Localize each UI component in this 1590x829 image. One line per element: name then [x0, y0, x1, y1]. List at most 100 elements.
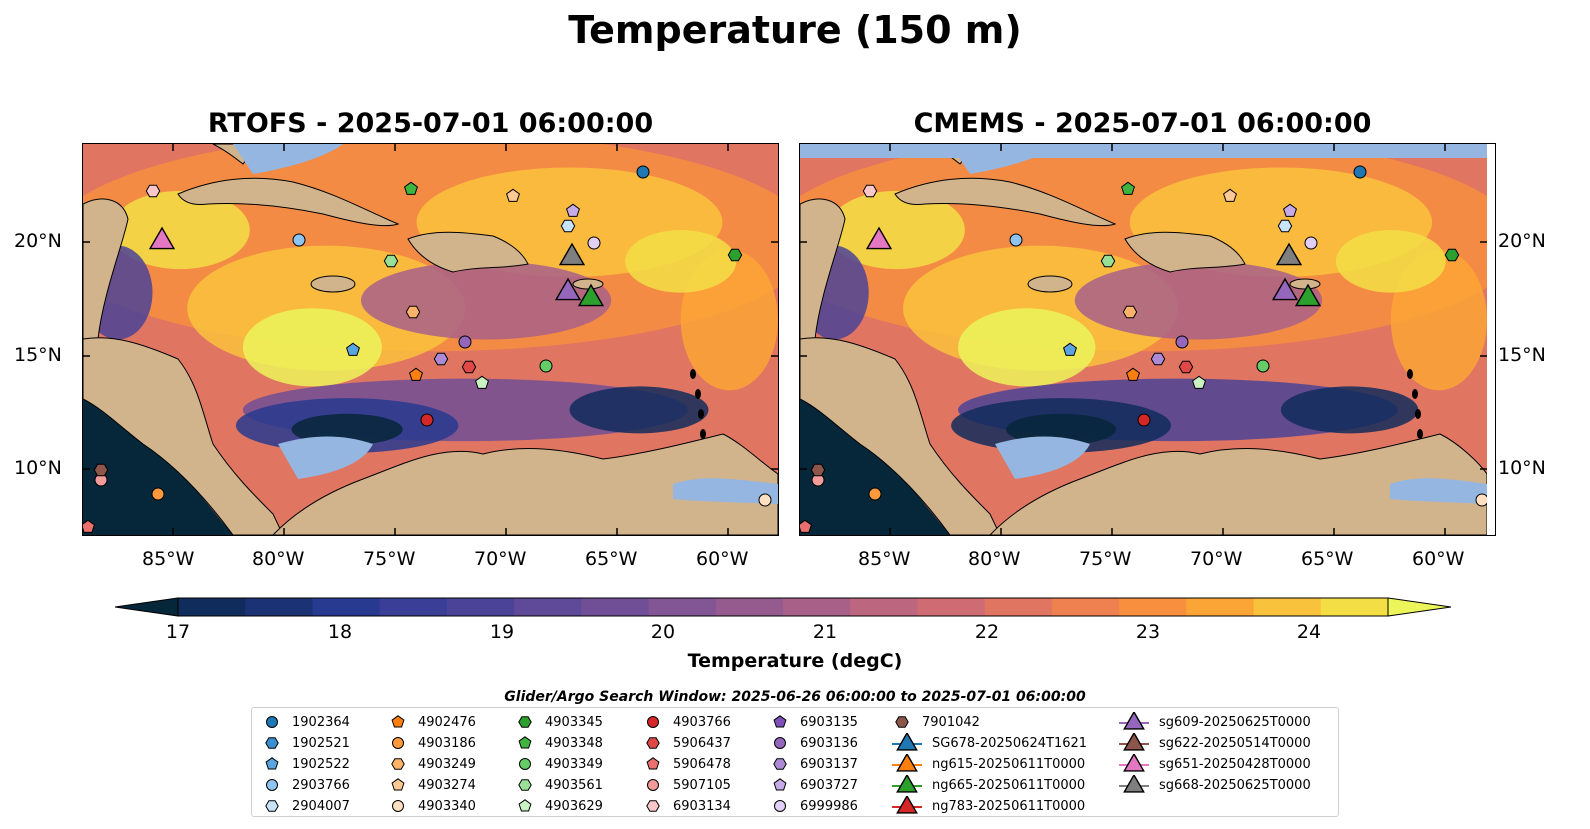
platform-6999986 [587, 236, 601, 250]
platform-2904007 [560, 219, 576, 233]
legend-item: 5906437 [641, 733, 731, 753]
platform-4903561 [1100, 254, 1116, 268]
colorbar-segment [1051, 598, 1120, 616]
legend-marker-icon [1119, 733, 1149, 751]
legend-marker-icon [518, 716, 532, 728]
legend-item: 4903348 [513, 733, 603, 753]
colorbar-segment [514, 598, 582, 616]
cmems-panel-title: CMEMS - 2025-07-01 06:00:00 [913, 108, 1372, 139]
legend-item: 4903340 [386, 796, 476, 816]
platform-4903766 [420, 413, 434, 427]
legend-marker-icon [895, 716, 909, 728]
platform-6903137 [433, 352, 449, 366]
legend-marker-icon [265, 757, 279, 770]
lat-tick-label: 10°N [1498, 457, 1546, 479]
legend-item: 4903186 [386, 733, 476, 753]
glider-ng665 [1294, 283, 1322, 307]
lon-tick-label: 70°W [1190, 548, 1243, 570]
legend-item-label: ng783-20250611T0000 [932, 798, 1086, 814]
legend-symbol [265, 737, 279, 749]
legend-marker-icon [647, 716, 659, 728]
legend-item: sg609-20250625T0000 [1117, 712, 1311, 732]
legend-symbol [647, 716, 659, 728]
platform-7901042 [93, 463, 109, 477]
platform-4903629 [475, 375, 489, 389]
platform-4902476 [409, 367, 423, 381]
legend-item: ng783-20250611T0000 [890, 796, 1085, 816]
temperature-contour [569, 386, 709, 434]
legend-item: 4903274 [386, 775, 476, 795]
platform-2903766 [1009, 233, 1023, 247]
lat-tick-label: 15°N [1498, 344, 1546, 366]
pacific-ocean [83, 399, 233, 535]
rtofs-panel-title: RTOFS - 2025-07-01 06:00:00 [207, 108, 654, 139]
legend-item-label: 4903186 [418, 735, 476, 751]
shallow-water-mask [673, 478, 778, 504]
legend-symbol [391, 715, 405, 728]
platform-4902476 [1126, 367, 1140, 381]
legend-item-label: SG678-20250624T1621 [932, 735, 1088, 751]
legend-item-label: 4903340 [418, 798, 476, 814]
lon-tick-label: 85°W [142, 548, 195, 570]
island-land [700, 429, 706, 439]
legend-item-label: 1902522 [292, 756, 350, 772]
legend-item-label: 4903348 [545, 735, 603, 751]
colorbar-outline [177, 597, 1389, 617]
glider-ng665 [577, 283, 605, 307]
legend-symbol [773, 715, 787, 728]
legend-marker-icon [773, 758, 787, 770]
pacific-ocean [800, 399, 950, 535]
platform-5906437 [461, 360, 477, 374]
shallow-water-mask [1390, 478, 1487, 504]
rtofs-temperature-map [82, 143, 779, 536]
hispaniola-land [407, 231, 529, 273]
legend-symbol [519, 758, 531, 770]
platform-4903348 [1121, 181, 1135, 195]
legend-item: 1902364 [260, 712, 350, 732]
central-america-land [800, 337, 1001, 535]
island-land [1412, 389, 1418, 399]
lon-tick-label: 85°W [858, 548, 911, 570]
legend-item-label: sg668-20250625T0000 [1159, 777, 1311, 793]
legend-symbol [774, 800, 786, 812]
platform-6903727 [566, 203, 580, 217]
legend-item: 5906478 [641, 754, 731, 774]
platform-5906478 [83, 519, 95, 533]
legend-symbol [266, 779, 278, 791]
legend-item: 6999986 [768, 796, 858, 816]
platform-1902522 [1063, 342, 1077, 356]
shallow-water-mask [233, 144, 343, 174]
legend-marker-icon [646, 737, 660, 749]
legend-symbol [392, 737, 404, 749]
colorbar-segment [379, 598, 448, 616]
legend-item-label: 1902521 [292, 735, 350, 751]
legend-symbol [391, 778, 405, 791]
legend-item-label: 2904007 [292, 798, 350, 814]
colorbar-tick-label: 19 [489, 621, 515, 643]
shallow-water-mask [995, 436, 1090, 479]
rtofs-map-canvas [83, 144, 778, 535]
island-land [690, 369, 696, 379]
lon-tick-label: 70°W [474, 548, 527, 570]
legend-marker-icon [892, 796, 922, 814]
legend-item-label: 4903629 [545, 798, 603, 814]
legend-marker-icon [646, 757, 660, 770]
legend-symbol [391, 758, 405, 770]
south-america-land [272, 433, 778, 535]
yucatan-land [83, 198, 129, 355]
legend-item: sg622-20250514T0000 [1117, 733, 1311, 753]
cmems-temperature-map [799, 143, 1496, 536]
legend-marker-icon [518, 799, 532, 812]
puerto-rico-land [572, 278, 604, 290]
platform-6903136 [1175, 335, 1189, 349]
lon-tick-label: 65°W [585, 548, 638, 570]
colorbar-segment [312, 598, 381, 616]
legend-marker-icon [392, 737, 404, 749]
legend-item: sg668-20250625T0000 [1117, 775, 1311, 795]
cuba-land [177, 177, 400, 227]
legend-symbol [392, 800, 404, 812]
platform-4903249 [405, 305, 421, 319]
legend-item-label: 4903274 [418, 777, 476, 793]
legend-item: 4903561 [513, 775, 603, 795]
colorbar-segment [581, 598, 650, 616]
